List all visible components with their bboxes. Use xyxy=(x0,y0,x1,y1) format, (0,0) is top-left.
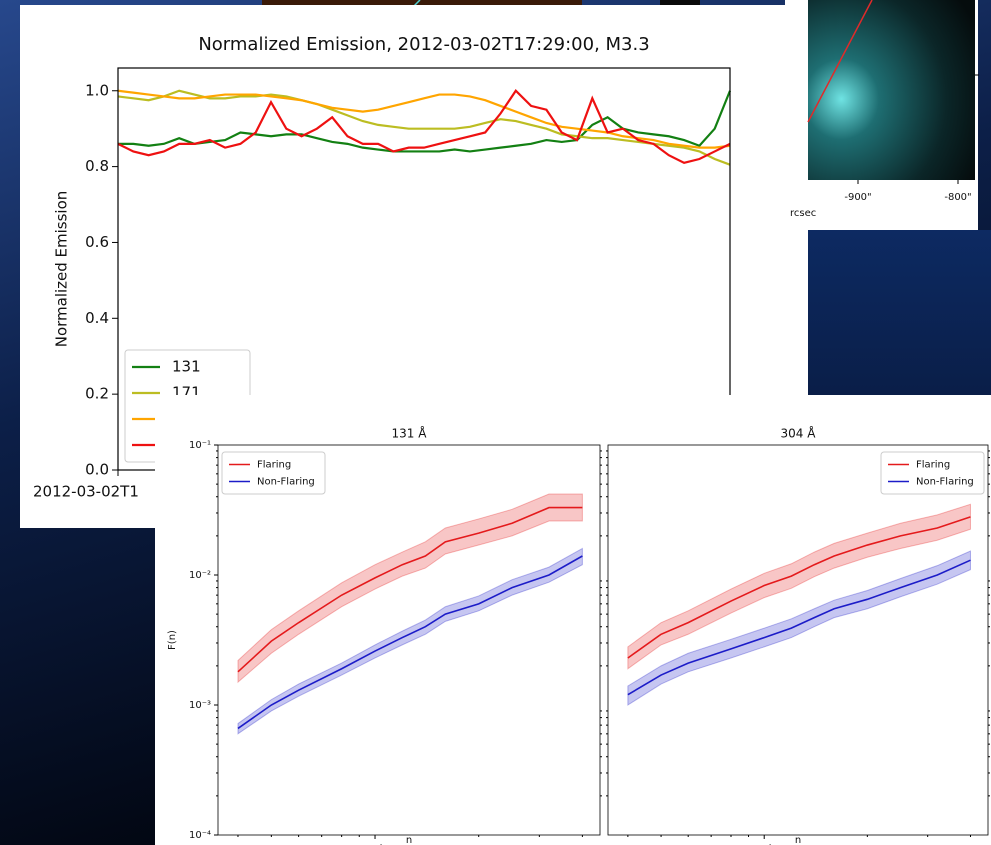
x-tick-label: -800" xyxy=(944,192,971,203)
legend-box xyxy=(221,451,326,495)
y-tick-label: 10⁻⁴ xyxy=(189,830,211,841)
y-tick-label: 0.6 xyxy=(85,233,109,251)
error-band xyxy=(237,493,583,684)
y-tick-label: 10⁻³ xyxy=(189,700,211,711)
y-tick-label: 0.0 xyxy=(85,461,109,479)
chart-title: 131 Å xyxy=(392,426,428,441)
y-tick-label: 0.2 xyxy=(85,385,109,403)
y-tick-label: 10⁻² xyxy=(189,570,211,581)
y-axis-label: F(n) xyxy=(167,630,178,650)
slit-line xyxy=(807,0,873,123)
y-tick-label: 1.0 xyxy=(85,81,109,99)
y-tick-label: 0.8 xyxy=(85,157,109,175)
series-line xyxy=(117,89,731,164)
legend-label: Non-Flaring xyxy=(916,477,974,488)
x-axis-label: n xyxy=(406,835,412,845)
y-tick-label: 10⁻¹ xyxy=(189,440,211,451)
chart-title: Normalized Emission, 2012-03-02T17:29:00… xyxy=(198,34,649,55)
error-band xyxy=(627,550,971,706)
legend-label: Non-Flaring xyxy=(257,477,315,488)
legend-label: Flaring xyxy=(916,460,950,471)
solar-image-figure: -900" -800" rcsec xyxy=(785,0,979,230)
legend-label: 131 xyxy=(172,358,201,376)
chart-title: 304 Å xyxy=(781,426,817,441)
series-line xyxy=(627,559,971,696)
series-line xyxy=(117,89,731,149)
legend-label: Flaring xyxy=(257,460,291,471)
x-tick-label: 2012-03-02T1 xyxy=(33,483,139,501)
legend-box xyxy=(880,451,985,495)
y-tick-label: 0.4 xyxy=(85,309,109,327)
navy-panel xyxy=(808,230,991,395)
plot-frame xyxy=(217,444,601,836)
series-line xyxy=(627,516,971,659)
fluctuation-figure: 131 Å10⁻⁴10⁻³10⁻²10⁻¹10¹F(n)nFlaringNon-… xyxy=(155,395,991,845)
series-line xyxy=(237,555,583,730)
x-tick-label: -900" xyxy=(844,192,871,203)
series-line xyxy=(237,506,583,673)
series-line xyxy=(118,90,732,153)
error-band xyxy=(627,503,971,670)
x-axis-label: n xyxy=(795,835,801,845)
solar-image xyxy=(808,0,975,180)
axis-label: rcsec xyxy=(790,208,816,219)
y-axis-label: Normalized Emission xyxy=(53,191,71,348)
series-line xyxy=(117,89,731,166)
plot-frame xyxy=(607,444,989,836)
